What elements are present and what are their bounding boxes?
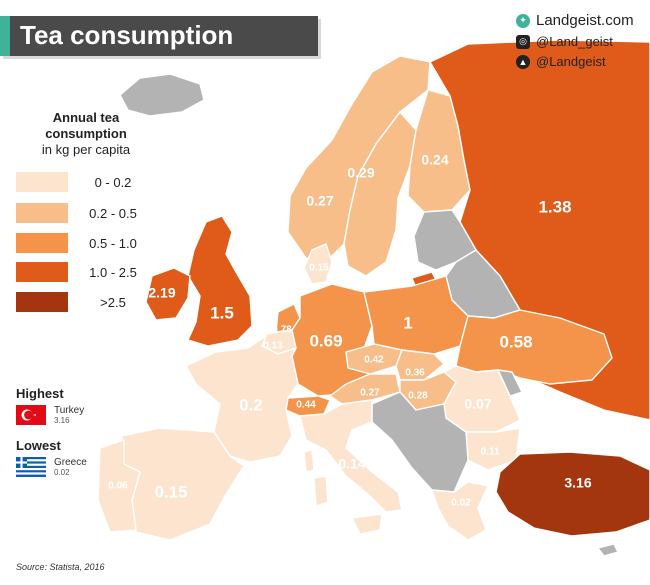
country-portugal bbox=[97, 439, 141, 533]
country-sicily bbox=[351, 513, 383, 535]
country-sardinia bbox=[313, 475, 329, 507]
label-italy: 0.14 bbox=[338, 456, 365, 472]
country-corsica bbox=[303, 449, 315, 473]
label-bulgaria: 0.11 bbox=[481, 447, 500, 458]
legend-label: 1.0 - 2.5 bbox=[89, 264, 137, 280]
country-france bbox=[185, 335, 299, 463]
label-romania: 0.07 bbox=[464, 396, 491, 412]
label-belgium: 0.13 bbox=[263, 341, 283, 352]
title-accent-bar bbox=[0, 16, 10, 56]
twitter-icon: ▲ bbox=[516, 54, 530, 69]
label-netherlands: 0.78 bbox=[272, 325, 292, 336]
label-spain: 0.15 bbox=[154, 482, 187, 501]
country-iceland bbox=[119, 73, 205, 117]
label-uk: 1.5 bbox=[210, 303, 234, 322]
highest-heading: Highest bbox=[16, 386, 64, 401]
legend-swatch bbox=[16, 233, 68, 253]
lowest-value: 0.02 bbox=[54, 468, 70, 477]
legend-label: 0.5 - 1.0 bbox=[89, 235, 137, 251]
brand-website: ✦ Landgeist.com bbox=[516, 12, 634, 29]
legend-title: Annual tea consumption in kg per capita bbox=[16, 110, 156, 158]
country-italy bbox=[299, 399, 403, 513]
highest-entry: Turkey 3.16 bbox=[16, 405, 84, 425]
label-slovakia: 0.36 bbox=[405, 368, 425, 379]
turkey-flag-icon bbox=[16, 405, 46, 425]
source-note: Source: Statista, 2016 bbox=[16, 562, 105, 572]
label-greece: 0.02 bbox=[451, 498, 471, 509]
lowest-country: Greece bbox=[54, 457, 87, 468]
brand-instagram-text: @Land_geist bbox=[536, 34, 613, 49]
page-title: Tea consumption bbox=[20, 20, 234, 50]
label-czechia: 0.42 bbox=[364, 355, 384, 366]
country-romania bbox=[443, 365, 521, 433]
label-ukraine: 0.58 bbox=[499, 332, 532, 351]
label-russia: 1.38 bbox=[538, 197, 571, 216]
greece-flag-icon bbox=[16, 457, 46, 477]
country-cyprus bbox=[597, 543, 619, 557]
brand-instagram: ◎ @Land_geist bbox=[516, 34, 613, 49]
country-balkans bbox=[371, 391, 469, 493]
label-denmark: 0.15 bbox=[309, 263, 329, 274]
legend-swatch bbox=[16, 172, 68, 192]
legend-swatch bbox=[16, 262, 68, 282]
legend-label: >2.5 bbox=[100, 294, 126, 310]
label-hungary: 0.28 bbox=[408, 391, 428, 402]
label-finland: 0.24 bbox=[421, 152, 448, 168]
globe-icon: ✦ bbox=[516, 13, 530, 28]
legend-swatch bbox=[16, 292, 68, 312]
label-poland: 1 bbox=[403, 313, 412, 332]
label-turkey: 3.16 bbox=[564, 475, 591, 491]
country-turkey bbox=[495, 451, 650, 537]
legend-swatch bbox=[16, 203, 68, 223]
label-ireland: 2.19 bbox=[148, 285, 175, 301]
label-austria: 0.27 bbox=[360, 388, 380, 399]
label-norway: 0.27 bbox=[306, 193, 333, 209]
label-switzerland: 0.44 bbox=[296, 400, 316, 411]
legend-label: 0.2 - 0.5 bbox=[89, 205, 137, 221]
label-sweden: 0.29 bbox=[347, 165, 374, 181]
legend-row: 0 - 0.2 bbox=[16, 172, 148, 192]
lowest-heading: Lowest bbox=[16, 438, 61, 453]
title-banner: Tea consumption bbox=[0, 16, 318, 56]
country-denmark bbox=[303, 243, 333, 285]
lowest-entry: Greece 0.02 bbox=[16, 457, 87, 477]
label-germany: 0.69 bbox=[309, 331, 342, 350]
brand-twitter-text: @Landgeist bbox=[536, 54, 606, 69]
brand-website-text: Landgeist.com bbox=[536, 12, 634, 29]
legend-title-main: Annual tea consumption bbox=[45, 110, 127, 141]
highest-value: 3.16 bbox=[54, 416, 70, 425]
brand-twitter: ▲ @Landgeist bbox=[516, 54, 606, 69]
legend-row: 0.2 - 0.5 bbox=[16, 203, 148, 223]
legend-row: 1.0 - 2.5 bbox=[16, 262, 148, 282]
instagram-icon: ◎ bbox=[516, 34, 530, 49]
legend-label: 0 - 0.2 bbox=[94, 174, 132, 190]
country-ireland bbox=[145, 267, 191, 321]
legend-title-unit: in kg per capita bbox=[41, 142, 131, 157]
label-portugal: 0.06 bbox=[108, 481, 128, 492]
highest-country: Turkey bbox=[54, 405, 85, 416]
country-uk bbox=[187, 215, 253, 347]
legend-row: 0.5 - 1.0 bbox=[16, 233, 148, 253]
country-greece bbox=[431, 481, 489, 541]
label-france: 0.2 bbox=[239, 395, 263, 414]
legend-row: >2.5 bbox=[16, 292, 148, 312]
